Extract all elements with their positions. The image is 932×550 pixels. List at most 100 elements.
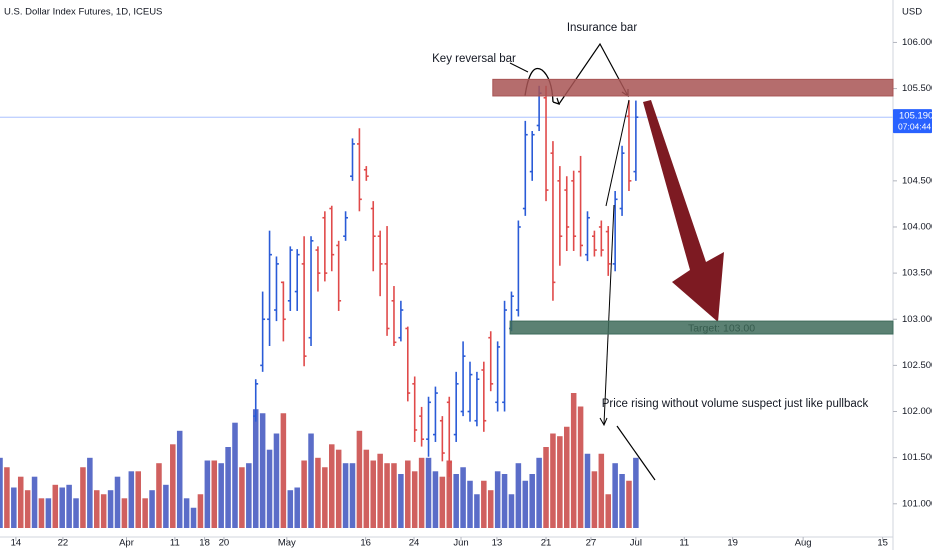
volume-bar [529,474,535,528]
volume-bar [252,409,259,528]
volume-bar [11,487,17,528]
volume-bar [342,463,349,528]
volume-bar [391,463,397,528]
volume-bar [356,430,363,528]
volume-bar [411,471,418,528]
volume-bar [38,498,45,528]
volume-bar [598,453,605,528]
volume-bar [197,494,204,528]
volume-bar [494,471,501,528]
volume-bar [266,449,273,528]
volume-bar [570,393,577,528]
volume-bar [163,484,169,528]
volume-bar [204,460,211,528]
y-tick-label: 101.500 [902,452,932,463]
plot-area [0,85,893,528]
volume-bar [114,476,121,528]
volume-bar [481,480,487,528]
volume-bar [508,494,515,528]
volume-bar [398,474,404,528]
volume-bar [176,430,183,528]
volume-bar [522,480,529,528]
last-price-label: 105.190 [899,111,932,122]
volume-bar [287,490,294,528]
volume-bar [135,471,141,528]
volume-bar [156,463,162,528]
arrow-head [599,417,608,427]
volume-bar [322,467,328,528]
volume-bar [439,476,446,528]
pointer-line [509,62,529,73]
volume-bar [377,453,383,528]
arrow-head [552,97,560,105]
volume-bar [460,467,466,528]
volume-bar [239,467,245,528]
volume-bar [301,460,307,528]
volume-bar [591,471,598,528]
y-tick-label: 102.000 [902,406,932,417]
volume-bar [612,463,618,528]
volume-bar [190,507,197,528]
y-tick-label: 105.500 [902,83,932,94]
volume-bar [0,457,3,528]
volume-bar [59,487,65,528]
volume-bar [543,447,549,528]
volume-bar [487,490,494,528]
volume-bar [515,463,522,528]
volume-bar [308,433,314,528]
x-tick-label: 21 [541,538,552,549]
volume-bar [564,426,570,528]
volume-bar [577,406,584,528]
volume-bar [405,460,411,528]
volume-bar [619,474,625,528]
y-tick-label: 101.000 [902,498,932,509]
x-tick-label: Apr [119,538,134,549]
volume-bar [349,463,356,528]
volume-bar [17,476,24,528]
volume-bar [232,422,238,528]
volume-bar [446,460,453,528]
volume-bar [453,474,459,528]
volume-bar [418,457,425,528]
volume-bar [363,449,370,528]
drawings [492,42,894,481]
y-tick-label: 104.000 [902,221,932,232]
volume-bar [432,471,439,528]
volume-bar [170,444,176,528]
volume-bar [121,498,128,528]
x-tick-label: 18 [199,538,210,549]
annotation: Insurance bar [567,22,637,34]
volume-bar [80,467,86,528]
last-price-box [893,109,932,134]
y-unit: USD [902,7,922,18]
x-tick-label: 13 [492,538,503,549]
volume-bar [66,484,72,528]
volume-bar [384,463,390,528]
volume-bar [45,498,52,528]
volume-bar [605,494,611,528]
x-tick-label: 14 [11,538,22,549]
x-tick-label: 24 [409,538,420,549]
volume-bar [52,484,59,528]
x-tick-label: 16 [360,538,371,549]
volume-bar [218,463,224,528]
volume-bar [474,494,480,528]
x-tick-label: Jun [453,538,468,549]
y-tick-label: 106.000 [902,37,932,48]
x-tick-label: Jul [630,538,642,549]
volume-bar [329,444,335,528]
volume-bar [501,474,508,528]
annotation: Key reversal bar [432,53,516,65]
pointer-line [603,204,615,425]
x-tick-label: 11 [679,538,689,549]
volume-bar [225,447,231,528]
x-tick-label: 11 [170,538,180,549]
volume-bar [280,413,287,528]
volume-bar [31,476,38,528]
x-tick-label: 20 [219,538,230,549]
volume-bar [550,433,556,528]
volume-bar [107,490,114,528]
y-tick-label: 103.000 [902,314,932,325]
